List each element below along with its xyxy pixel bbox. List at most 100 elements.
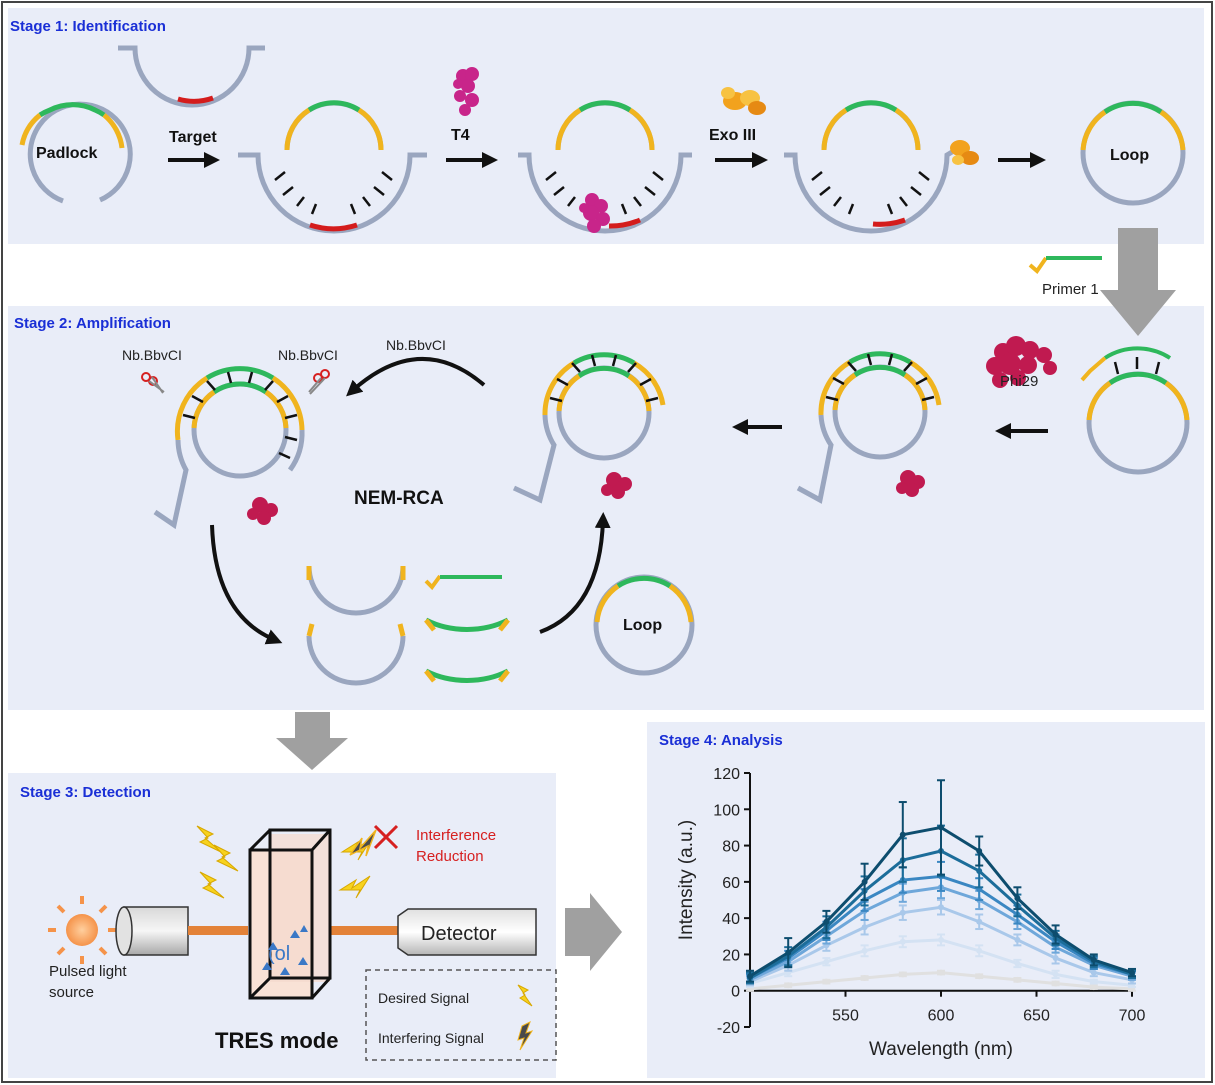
data-point: [976, 918, 983, 925]
interfering-signal-bolts: [349, 829, 377, 857]
stage2-diagram: Phi29: [122, 336, 1190, 686]
x-tick-label: 700: [1119, 1008, 1146, 1025]
beam-left: [188, 926, 248, 935]
spectrum-chart: -20 0 20 40 60 80 100 120 550 600 650 700 Wavelengt…: [676, 766, 1145, 1060]
hybrid-complex-2: [518, 100, 692, 234]
nbbbvci-label-mid: Nb.BbvCI: [278, 347, 338, 363]
series-1: [746, 969, 1136, 992]
x-tick-label: 550: [832, 1008, 859, 1025]
data-point: [976, 973, 983, 980]
legend-desired-label: Desired Signal: [378, 990, 469, 1006]
loop-label-2: Loop: [623, 617, 662, 634]
cycle-arrow-top: [346, 356, 486, 397]
data-point: [1052, 971, 1059, 978]
data-point: [899, 831, 906, 838]
transition-arrow-right: [1100, 228, 1176, 336]
phi29-bound-center: [601, 472, 632, 499]
exo-iii-icon: [721, 87, 766, 115]
x-axis-label: Wavelength (nm): [869, 1039, 1013, 1060]
data-point: [1090, 978, 1097, 985]
data-point: [861, 975, 868, 982]
data-point: [1052, 931, 1059, 938]
nem-rca-label: NEM-RCA: [354, 488, 444, 509]
t4-ligase-bound: [579, 193, 610, 233]
rca-product-center: [512, 352, 666, 504]
data-point: [899, 971, 906, 978]
data-point: [1052, 955, 1059, 962]
transition-arrow-analysis: [565, 893, 622, 971]
y-tick-label: -20: [717, 1020, 740, 1037]
stage2-title: Stage 2: Amplification: [14, 315, 171, 332]
pulsed-label-1: Pulsed light: [49, 963, 127, 980]
signal-legend: Desired Signal Interfering Signal: [365, 969, 557, 1061]
data-point: [938, 969, 944, 976]
chart-series: [746, 779, 1136, 992]
data-point: [1014, 960, 1021, 967]
data-point: [861, 878, 868, 885]
data-point: [823, 958, 830, 965]
y-tick-label: 0: [731, 984, 740, 1001]
data-point: [1090, 984, 1097, 991]
data-point: [938, 824, 944, 831]
loop-circle-2: [593, 574, 695, 676]
stage3-title: Stage 3: Detection: [20, 784, 151, 801]
cycle-arrow-left: [210, 524, 283, 645]
interference-label-2: Reduction: [416, 848, 484, 865]
padlock-label: Padlock: [36, 145, 97, 162]
data-point: [938, 904, 944, 911]
legend-interfering-label: Interfering Signal: [378, 1030, 484, 1046]
data-point: [861, 924, 868, 931]
hybrid-complex-3: [784, 100, 979, 234]
scissors-icon-left: [141, 372, 165, 394]
nicking-complex-left: [153, 366, 305, 530]
target-strand: [118, 45, 265, 108]
y-tick-label: 40: [722, 911, 740, 928]
detector-label: Detector: [421, 923, 497, 945]
cycle-arrow-right: [539, 512, 611, 634]
transition-arrow-down: [276, 712, 348, 770]
padlock-probe: [19, 101, 133, 204]
t4-ligase-icon: [453, 67, 479, 116]
data-point: [823, 918, 830, 925]
data-point: [1014, 895, 1021, 902]
cuvette: [248, 828, 332, 1000]
data-point: [1052, 980, 1059, 987]
primer-label: Primer 1: [1042, 281, 1099, 298]
data-point: [976, 848, 983, 855]
primed-loop: [1080, 346, 1190, 475]
data-point: [976, 867, 983, 874]
stage4-title: Stage 4: Analysis: [659, 732, 783, 749]
data-point: [747, 973, 753, 980]
molecule-glyph: (ol: [268, 943, 290, 965]
y-tick-label: 100: [713, 802, 740, 819]
phi29-icon: [986, 336, 1057, 388]
phi29-bound-left: [247, 497, 278, 525]
rca-product-right: [796, 351, 942, 504]
data-point: [1014, 936, 1021, 943]
legend-interfering-bolt: [517, 1020, 534, 1051]
light-source-cylinder: [115, 906, 189, 956]
legend-desired-bolt: [517, 984, 533, 1007]
y-tick-label: 20: [722, 947, 740, 964]
exo-label: Exo III: [709, 127, 756, 144]
nbbbvci-label-top: Nb.BbvCI: [386, 337, 446, 353]
phi29-bound-right: [896, 470, 925, 497]
data-point: [785, 949, 792, 956]
detector-device: [397, 908, 537, 956]
chart-axes: -20 0 20 40 60 80 100 120 550 600 650 700: [713, 766, 1145, 1037]
nbbbvci-label-left: Nb.BbvCI: [122, 347, 182, 363]
pulsed-label-2: source: [49, 984, 94, 1001]
loop-label-1: Loop: [1110, 147, 1149, 164]
stage1-title: Stage 1: Identification: [10, 18, 166, 35]
primer-1: [1028, 256, 1102, 274]
y-axis-label: Intensity (a.u.): [676, 820, 697, 940]
target-label: Target: [169, 129, 217, 146]
data-point: [1129, 969, 1135, 976]
sun-icon: [48, 896, 116, 964]
x-tick-label: 650: [1023, 1008, 1050, 1025]
stage4-panel: [647, 722, 1205, 1078]
beam-right: [330, 926, 398, 935]
scissors-icon-mid: [308, 369, 330, 395]
